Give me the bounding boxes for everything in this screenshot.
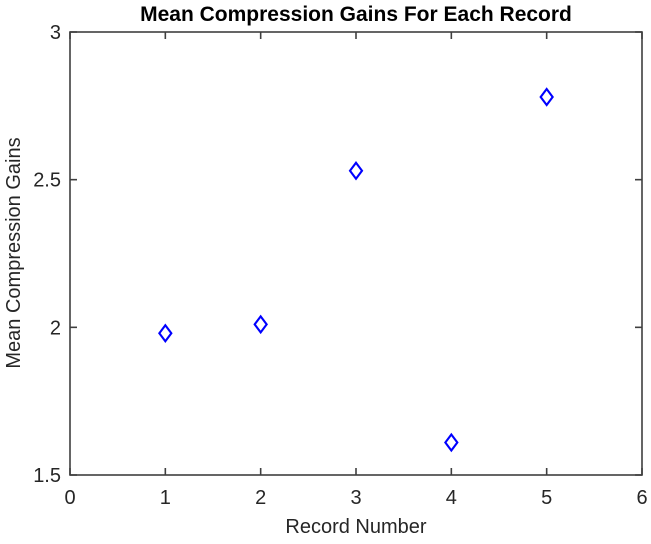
y-tick-label: 2.5 [33,170,61,192]
x-tick-label: 6 [636,487,647,509]
data-point-marker [253,314,268,335]
x-tick-label: 0 [64,487,75,509]
x-tick-label: 2 [255,487,266,509]
data-point-marker [348,161,364,181]
x-tick-label: 5 [541,487,552,509]
x-tick-label: 3 [350,487,361,509]
chart-title: Mean Compression Gains For Each Record [140,3,572,26]
y-tick-label: 1.5 [33,465,61,487]
data-point-marker [444,432,459,453]
x-axis-label: Record Number [285,516,427,538]
data-point-marker [158,323,173,343]
plot-box [69,31,643,476]
x-tick-label: 1 [160,487,171,509]
y-tick-label: 2 [50,317,61,339]
y-tick-label: 3 [50,22,61,44]
data-point-marker [539,87,554,107]
x-tick-label: 4 [446,487,457,509]
plot-area: 0 1 2 3 4 5 6 1.5 2 2.5 3 [33,22,647,509]
y-axis-label: Mean Compression Gains [3,137,25,368]
